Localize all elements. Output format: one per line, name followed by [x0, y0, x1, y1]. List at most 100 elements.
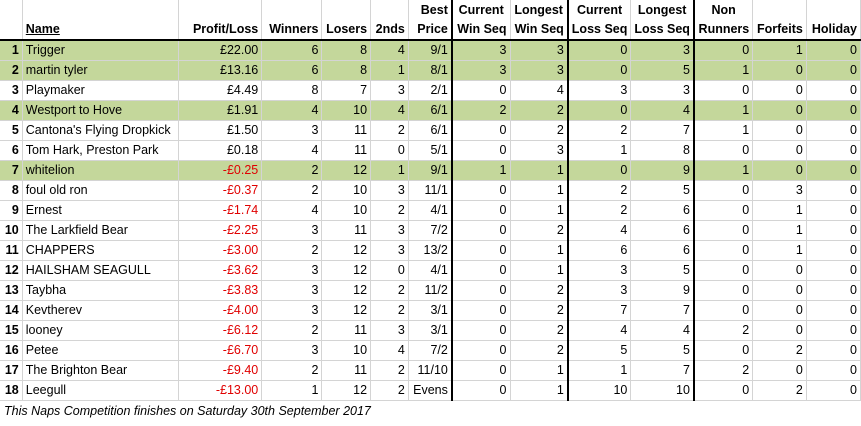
- footer-note: This Naps Competition finishes on Saturd…: [4, 404, 371, 418]
- header-row-top: Best Current Longest Current Longest Non: [0, 0, 861, 19]
- current-win-seq-cell: 0: [450, 240, 511, 261]
- current-win-seq-cell: 3: [450, 40, 511, 61]
- forfeits-cell: 0: [752, 160, 807, 181]
- longest-loss-seq-cell: 8: [630, 140, 695, 161]
- forfeits-cell: 1: [752, 200, 807, 221]
- table-row: 12 HAILSHAM SEAGULL -£3.62 3 12 0 4/1 0 1 3 5 0 0 0: [0, 260, 861, 281]
- forfeits-cell: 0: [752, 60, 807, 81]
- holiday-cell: 0: [806, 380, 861, 401]
- price-cell: Evens: [408, 380, 453, 401]
- name-cell: The Larkfield Bear: [22, 220, 180, 241]
- price-cell: 13/2: [408, 240, 453, 261]
- profit-cell: £0.18: [178, 140, 263, 161]
- price-cell: 7/2: [408, 340, 453, 361]
- longest-loss-seq-cell: 6: [630, 240, 695, 261]
- losers-cell: 12: [321, 300, 372, 321]
- table-row: 7 whitelion -£0.25 2 12 1 9/1 1 1 0 9 1 0 0: [0, 160, 861, 181]
- name-cell: Leegull: [22, 380, 180, 401]
- table-row: 6 Tom Hark, Preston Park £0.18 4 11 0 5/1 0 3 1 8 0…: [0, 140, 861, 161]
- current-loss-seq-cell: 5: [567, 340, 632, 361]
- forfeits-cell: 0: [752, 120, 807, 141]
- header-profit-loss: Profit/Loss: [178, 19, 263, 41]
- losers-cell: 11: [321, 360, 372, 381]
- losers-cell: 11: [321, 120, 372, 141]
- forfeits-cell: 1: [752, 40, 807, 61]
- header-row: Name Profit/Loss Winners Losers 2nds Pri…: [0, 19, 861, 41]
- current-loss-seq-cell: 3: [567, 80, 632, 101]
- holiday-cell: 0: [806, 100, 861, 121]
- non-runners-cell: 1: [693, 120, 754, 141]
- current-win-seq-cell: 0: [450, 320, 511, 341]
- current-loss-seq-cell: 2: [567, 200, 632, 221]
- winners-cell: 1: [261, 380, 323, 401]
- profit-cell: -£6.12: [178, 320, 263, 341]
- longest-win-seq-cell: 1: [510, 180, 569, 201]
- rank-cell: 5: [0, 120, 23, 141]
- rank-cell: 7: [0, 160, 23, 181]
- name-cell: Tom Hark, Preston Park: [22, 140, 180, 161]
- current-loss-seq-cell: 0: [567, 100, 632, 121]
- current-win-seq-cell: 0: [450, 220, 511, 241]
- table-row: 4 Westport to Hove £1.91 4 10 4 6/1 2 2 0 4 1 0 0: [0, 100, 861, 121]
- profit-cell: -£3.83: [178, 280, 263, 301]
- current-win-seq-cell: 0: [450, 120, 511, 141]
- current-win-seq-cell: 0: [450, 280, 511, 301]
- table-row: 8 foul old ron -£0.37 2 10 3 11/1 0 1 2 5 0 3 0: [0, 180, 861, 201]
- rank-cell: 6: [0, 140, 23, 161]
- winners-cell: 4: [261, 140, 323, 161]
- table-row: 3 Playmaker £4.49 8 7 3 2/1 0 4 3 3 0 0 0: [0, 80, 861, 101]
- table-row: 13 Taybha -£3.83 3 12 2 11/2 0 2 3 9 0 0 0: [0, 280, 861, 301]
- current-win-seq-cell: 0: [450, 80, 511, 101]
- profit-cell: -£13.00: [178, 380, 263, 401]
- profit-cell: £1.50: [178, 120, 263, 141]
- losers-cell: 12: [321, 260, 372, 281]
- rank-cell: 14: [0, 300, 23, 321]
- seconds-cell: 2: [370, 280, 409, 301]
- longest-win-seq-cell: 2: [510, 220, 569, 241]
- header-longest-win: Longest: [510, 0, 569, 19]
- longest-loss-seq-cell: 10: [630, 380, 695, 401]
- current-win-seq-cell: 0: [450, 380, 511, 401]
- profit-cell: -£3.62: [178, 260, 263, 281]
- price-cell: 4/1: [408, 200, 453, 221]
- forfeits-cell: 0: [752, 100, 807, 121]
- longest-loss-seq-cell: 4: [630, 100, 695, 121]
- forfeits-cell: 0: [752, 140, 807, 161]
- non-runners-cell: 0: [693, 200, 754, 221]
- seconds-cell: 4: [370, 340, 409, 361]
- name-cell: Kevtherev: [22, 300, 180, 321]
- non-runners-cell: 0: [693, 300, 754, 321]
- losers-cell: 10: [321, 200, 372, 221]
- rank-cell: 16: [0, 340, 23, 361]
- longest-loss-seq-cell: 5: [630, 60, 695, 81]
- non-runners-cell: 0: [693, 180, 754, 201]
- price-cell: 2/1: [408, 80, 453, 101]
- non-runners-cell: 0: [693, 380, 754, 401]
- seconds-cell: 4: [370, 100, 409, 121]
- price-cell: 6/1: [408, 120, 453, 141]
- name-cell: looney: [22, 320, 180, 341]
- seconds-cell: 3: [370, 80, 409, 101]
- forfeits-cell: 0: [752, 280, 807, 301]
- longest-win-seq-cell: 2: [510, 280, 569, 301]
- price-cell: 3/1: [408, 320, 453, 341]
- rank-cell: 17: [0, 360, 23, 381]
- price-cell: 8/1: [408, 60, 453, 81]
- profit-cell: £1.91: [178, 100, 263, 121]
- holiday-cell: 0: [806, 140, 861, 161]
- longest-loss-seq-cell: 3: [630, 40, 695, 61]
- name-cell: martin tyler: [22, 60, 180, 81]
- winners-cell: 8: [261, 80, 323, 101]
- holiday-cell: 0: [806, 180, 861, 201]
- table-row: 1 Trigger £22.00 6 8 4 9/1 3 3 0 3 0 1 0: [0, 40, 861, 61]
- rank-cell: 13: [0, 280, 23, 301]
- header-runners: Runners: [693, 19, 754, 41]
- holiday-cell: 0: [806, 60, 861, 81]
- seconds-cell: 3: [370, 220, 409, 241]
- profit-cell: -£3.00: [178, 240, 263, 261]
- current-loss-seq-cell: 3: [567, 280, 632, 301]
- winners-cell: 2: [261, 360, 323, 381]
- name-cell: The Brighton Bear: [22, 360, 180, 381]
- rank-cell: 18: [0, 380, 23, 401]
- profit-cell: £4.49: [178, 80, 263, 101]
